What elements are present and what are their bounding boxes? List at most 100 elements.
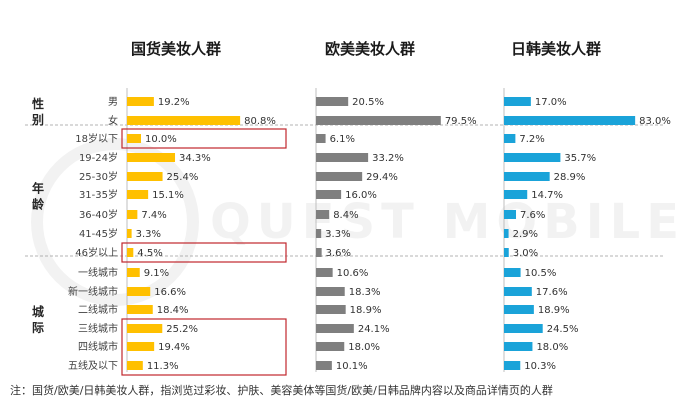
bar <box>316 210 330 219</box>
data-label: 10.3% <box>524 361 556 372</box>
bar <box>127 172 163 181</box>
data-label: 2.9% <box>513 229 538 240</box>
data-label: 18.0% <box>348 342 380 353</box>
bar <box>127 116 241 125</box>
bar <box>127 287 151 296</box>
bar <box>504 324 543 333</box>
bar <box>316 287 345 296</box>
bar <box>504 305 534 314</box>
data-label: 29.4% <box>366 172 398 183</box>
data-label: 9.1% <box>144 268 169 279</box>
category-label: 二线城市 <box>78 303 118 316</box>
category-label: 新一线城市 <box>68 285 118 298</box>
bar <box>127 248 134 257</box>
data-label: 3.6% <box>326 248 351 259</box>
category-label: 男 <box>108 96 118 108</box>
bar <box>127 229 132 238</box>
category-label: 31-35岁 <box>79 188 118 201</box>
bar <box>504 190 528 199</box>
data-label: 8.4% <box>333 210 358 221</box>
bar <box>504 268 521 277</box>
data-label: 80.8% <box>244 116 276 127</box>
data-label: 15.1% <box>152 190 184 201</box>
data-label: 18.0% <box>536 342 568 353</box>
bar <box>504 229 509 238</box>
data-label: 34.3% <box>179 153 211 164</box>
data-label: 10.6% <box>337 268 369 279</box>
data-label: 10.5% <box>525 268 557 279</box>
bar <box>316 172 363 181</box>
bar <box>316 97 349 106</box>
bar <box>127 210 138 219</box>
footnote: 注：国货/欧美/日韩美妆人群，指浏览过彩妆、护肤、美容美体等国货/欧美/日韩品牌… <box>10 384 553 397</box>
data-label: 24.1% <box>358 324 390 335</box>
data-label: 24.5% <box>547 324 579 335</box>
data-label: 18.4% <box>157 305 189 316</box>
data-label: 16.0% <box>345 190 377 201</box>
bar <box>316 305 346 314</box>
data-label: 83.0% <box>639 116 671 127</box>
bar <box>127 324 163 333</box>
group-label: 龄 <box>32 197 45 212</box>
watermark-text: QUEST MOBILE <box>210 194 685 250</box>
bar <box>127 342 155 351</box>
data-label: 7.2% <box>519 134 544 145</box>
bar <box>504 287 532 296</box>
data-label: 3.0% <box>513 248 538 259</box>
bar <box>504 153 561 162</box>
data-label: 25.2% <box>166 324 198 335</box>
category-label: 46岁以上 <box>75 246 118 259</box>
data-label: 7.6% <box>520 210 545 221</box>
data-label: 10.0% <box>145 134 177 145</box>
series-title: 欧美美妆人群 <box>325 40 415 58</box>
data-label: 19.4% <box>158 342 190 353</box>
watermark-logo <box>31 138 199 306</box>
data-label: 4.5% <box>137 248 162 259</box>
bar <box>127 97 154 106</box>
bar <box>504 361 521 370</box>
group-label: 城 <box>32 304 44 319</box>
bar <box>127 134 141 143</box>
bar <box>504 210 517 219</box>
bar <box>504 342 533 351</box>
bar <box>316 153 369 162</box>
data-label: 18.9% <box>538 305 570 316</box>
data-label: 11.3% <box>147 361 179 372</box>
category-label: 五线及以下 <box>68 359 118 372</box>
group-label: 年 <box>32 181 44 196</box>
bar <box>316 248 322 257</box>
highlight-box <box>121 128 287 149</box>
category-label: 三线城市 <box>78 322 118 335</box>
series-title: 国货美妆人群 <box>131 40 221 58</box>
bar <box>316 134 326 143</box>
data-label: 10.1% <box>336 361 368 372</box>
category-label: 女 <box>108 114 118 127</box>
category-label: 四线城市 <box>78 340 118 353</box>
data-label: 25.4% <box>167 172 199 183</box>
data-label: 17.0% <box>535 97 567 108</box>
bar <box>127 153 176 162</box>
bar <box>316 116 441 125</box>
group-label: 别 <box>31 113 44 127</box>
category-label: 41-45岁 <box>79 227 118 240</box>
bar <box>316 361 332 370</box>
bar <box>504 116 636 125</box>
bar <box>127 305 153 314</box>
highlight-box <box>121 318 287 376</box>
bar <box>504 97 531 106</box>
data-label: 18.3% <box>349 287 381 298</box>
bar <box>316 324 354 333</box>
group-label: 性 <box>31 96 44 111</box>
data-label: 17.6% <box>536 287 568 298</box>
category-label: 19-24岁 <box>79 151 118 164</box>
data-label: 3.3% <box>136 229 161 240</box>
category-label: 36-40岁 <box>79 208 118 221</box>
data-label: 20.5% <box>352 97 384 108</box>
bar <box>127 190 149 199</box>
data-label: 14.7% <box>531 190 563 201</box>
data-label: 19.2% <box>158 97 190 108</box>
data-label: 79.5% <box>445 116 477 127</box>
data-label: 18.9% <box>350 305 382 316</box>
